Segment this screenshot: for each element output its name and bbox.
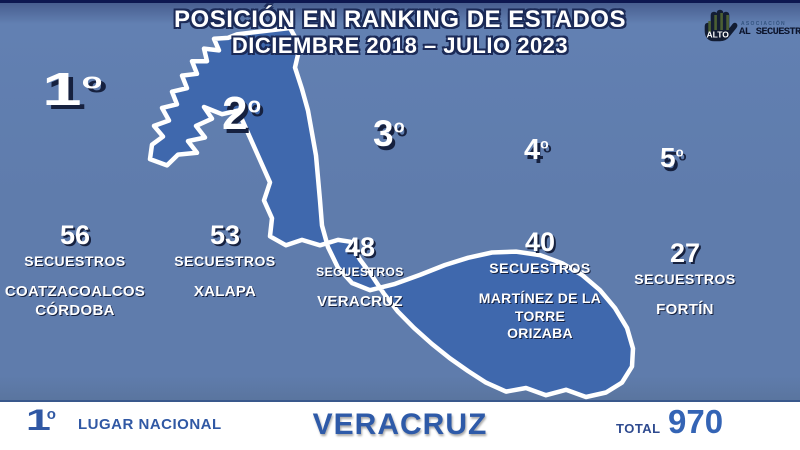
svg-text:ALTO: ALTO — [707, 30, 730, 40]
